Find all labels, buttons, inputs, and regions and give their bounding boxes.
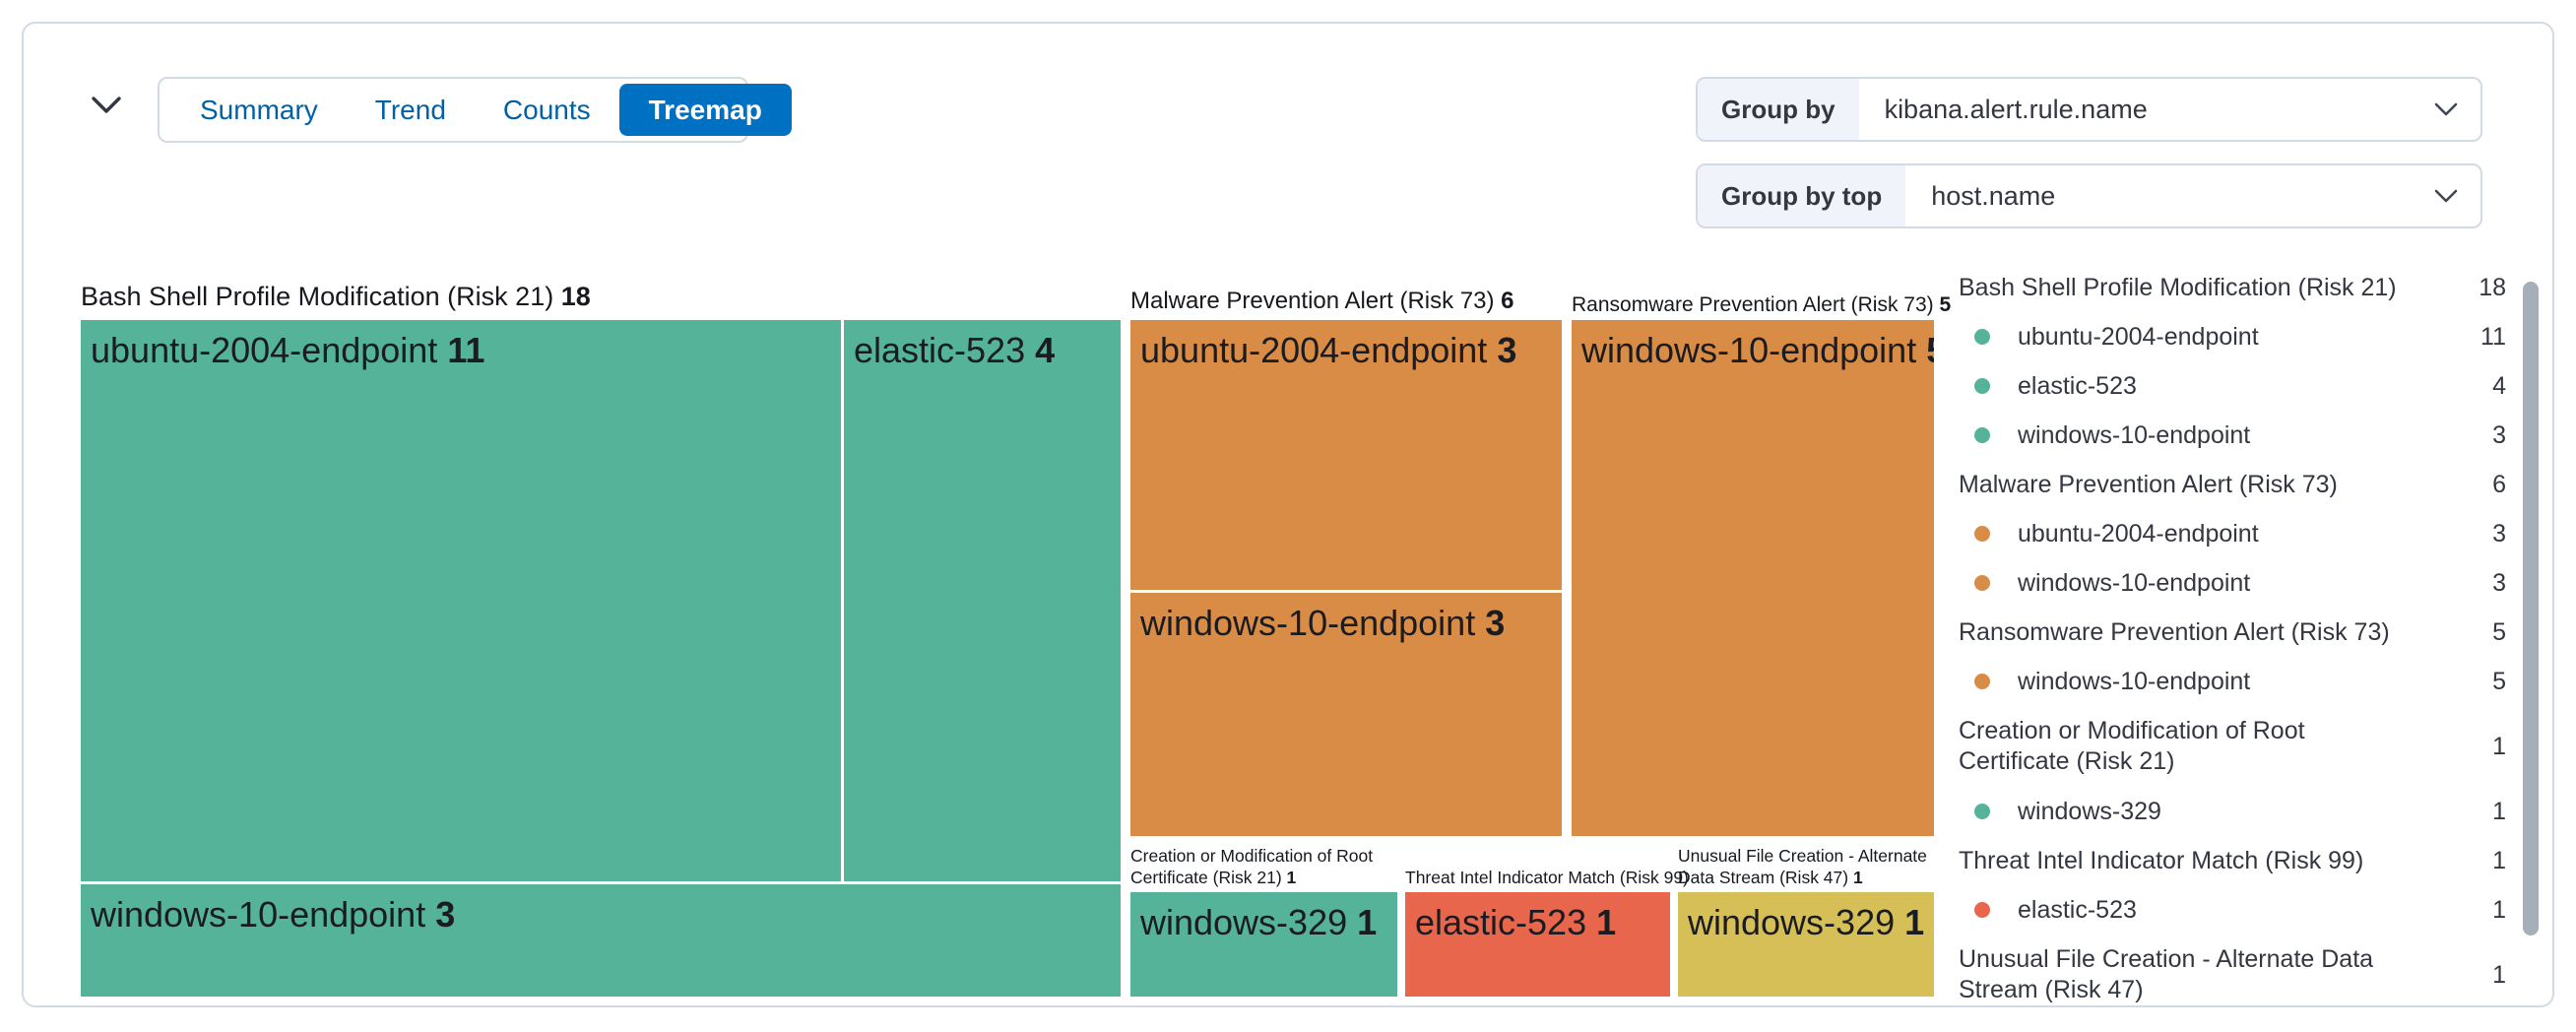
panel-card: Summary Trend Counts Treemap Group by ki… bbox=[22, 22, 2554, 1007]
legend-item-row[interactable]: ubuntu-2004-endpoint 3 bbox=[1959, 509, 2506, 558]
legend-color-dot bbox=[1974, 575, 1990, 591]
legend-item-row[interactable]: windows-10-endpoint 3 bbox=[1959, 411, 2506, 460]
treemap-cell[interactable]: elastic-523 1 bbox=[1405, 892, 1670, 997]
treemap-cell[interactable]: elastic-523 4 bbox=[844, 320, 1121, 881]
collapse-panel-button[interactable] bbox=[85, 85, 128, 128]
treemap-group-header: Creation or Modification of Root Certifi… bbox=[1130, 846, 1374, 887]
tab-trend[interactable]: Trend bbox=[347, 84, 475, 136]
legend-header-row[interactable]: Ransomware Prevention Alert (Risk 73) 5 bbox=[1959, 617, 2506, 646]
legend-color-dot bbox=[1974, 329, 1990, 345]
tab-treemap[interactable]: Treemap bbox=[618, 84, 792, 136]
legend-item-row[interactable]: windows-10-endpoint 5 bbox=[1959, 657, 2506, 706]
group-by-value: kibana.alert.rule.name bbox=[1884, 94, 2148, 124]
legend-color-dot bbox=[1974, 427, 1990, 443]
treemap-legend: Bash Shell Profile Modification (Risk 21… bbox=[1959, 263, 2506, 1015]
legend-item-row[interactable]: windows-329 1 bbox=[1959, 787, 2506, 836]
legend-color-dot bbox=[1974, 378, 1990, 394]
treemap-cell[interactable]: ubuntu-2004-endpoint 3 bbox=[1130, 320, 1562, 590]
treemap-cell[interactable]: windows-329 1 bbox=[1678, 892, 1934, 997]
legend-header-row[interactable]: Bash Shell Profile Modification (Risk 21… bbox=[1959, 273, 2506, 301]
chevron-down-icon bbox=[87, 93, 126, 121]
treemap-cell[interactable]: windows-10-endpoint 3 bbox=[1130, 593, 1562, 836]
legend-header-row[interactable]: Malware Prevention Alert (Risk 73) 6 bbox=[1959, 470, 2506, 498]
group-by-top-label: Group by top bbox=[1698, 165, 1906, 226]
legend-item-row[interactable]: elastic-523 1 bbox=[1959, 885, 2506, 935]
treemap-group-header: Ransomware Prevention Alert (Risk 73) 5 bbox=[1572, 293, 1952, 316]
legend-color-dot bbox=[1974, 902, 1990, 918]
legend-color-dot bbox=[1974, 674, 1990, 689]
legend-color-dot bbox=[1974, 526, 1990, 542]
group-by-top-select[interactable]: Group by top host.name bbox=[1696, 163, 2482, 228]
treemap-cell[interactable]: ubuntu-2004-endpoint 11 bbox=[81, 320, 841, 881]
legend-header-row[interactable]: Threat Intel Indicator Match (Risk 99) 1 bbox=[1959, 846, 2506, 874]
group-by-label: Group by bbox=[1698, 79, 1859, 140]
legend-scrollbar-thumb[interactable] bbox=[2523, 282, 2539, 935]
tab-counts[interactable]: Counts bbox=[475, 84, 619, 136]
view-switcher: Summary Trend Counts Treemap bbox=[158, 77, 792, 143]
legend-header-row[interactable]: Unusual File Creation - Alternate Data S… bbox=[1959, 945, 2506, 1003]
treemap-group-header: Bash Shell Profile Modification (Risk 21… bbox=[81, 282, 591, 311]
treemap-group-header: Unusual File Creation - Alternate Data S… bbox=[1678, 846, 1927, 887]
tab-summary[interactable]: Summary bbox=[171, 84, 347, 136]
legend-item-row[interactable]: elastic-523 4 bbox=[1959, 361, 2506, 411]
chevron-down-icon bbox=[2433, 165, 2480, 226]
legend-item-row[interactable]: ubuntu-2004-endpoint 11 bbox=[1959, 312, 2506, 361]
legend-header-row[interactable]: Creation or Modification of Root Certifi… bbox=[1959, 717, 2506, 775]
group-by-top-value: host.name bbox=[1931, 180, 2056, 211]
legend-color-dot bbox=[1974, 804, 1990, 819]
treemap-cell[interactable]: windows-10-endpoint 5 bbox=[1572, 320, 1934, 836]
treemap-cell[interactable]: windows-329 1 bbox=[1130, 892, 1397, 997]
legend-item-row[interactable]: windows-10-endpoint 3 bbox=[1959, 558, 2506, 608]
chevron-down-icon bbox=[2433, 79, 2480, 140]
group-by-select[interactable]: Group by kibana.alert.rule.name bbox=[1696, 77, 2482, 142]
treemap-group-header: Malware Prevention Alert (Risk 73) 6 bbox=[1130, 288, 1514, 314]
treemap-cell[interactable]: windows-10-endpoint 3 bbox=[81, 884, 1121, 997]
